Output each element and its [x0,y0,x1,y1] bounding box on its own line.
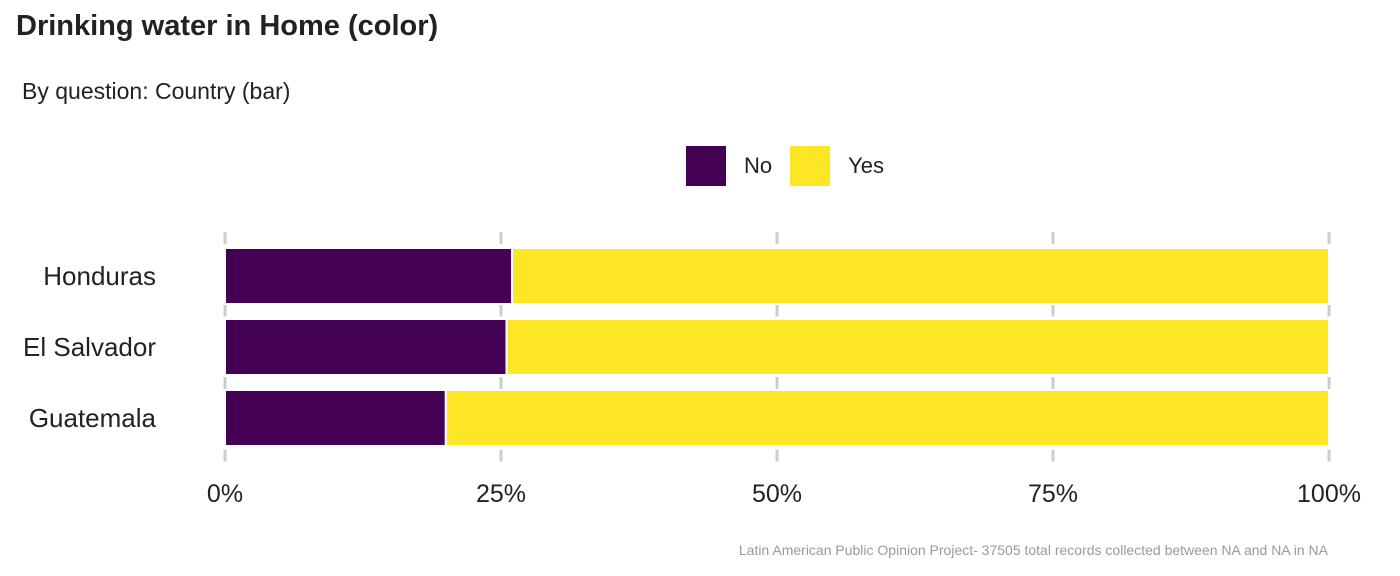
x-tick-label: 0% [207,480,243,508]
category-labels: Honduras El Salvador Guatemala [23,261,157,433]
bars [224,247,1330,447]
chart-subtitle: By question: Country (bar) [22,78,291,104]
category-label: Honduras [43,261,156,291]
x-tick-label: 100% [1297,480,1361,508]
x-tick-label: 25% [476,480,526,508]
chart-title: Drinking water in Home (color) [16,10,439,42]
x-tick-labels: 0% 25% 50% 75% 100% [207,480,1361,508]
legend-item-no: No [686,146,772,186]
legend-label-yes: Yes [848,153,885,178]
bar-yes [444,389,1330,447]
x-tick-label: 75% [1028,480,1078,508]
bar-yes [511,247,1330,305]
category-label: Guatemala [29,403,157,433]
bar-no [224,318,508,376]
chart-caption: Latin American Public Opinion Project- 3… [738,542,1328,558]
bar-no [224,247,514,305]
legend-swatch-yes [790,146,831,186]
bar-no [224,389,447,447]
legend-label-no: No [744,153,773,178]
bar-yes [505,318,1330,376]
legend: No Yes [686,146,902,186]
legend-item-yes: Yes [790,146,884,186]
legend-swatch-no [686,146,726,186]
x-tick-label: 50% [752,480,802,508]
category-label: El Salvador [23,332,156,362]
